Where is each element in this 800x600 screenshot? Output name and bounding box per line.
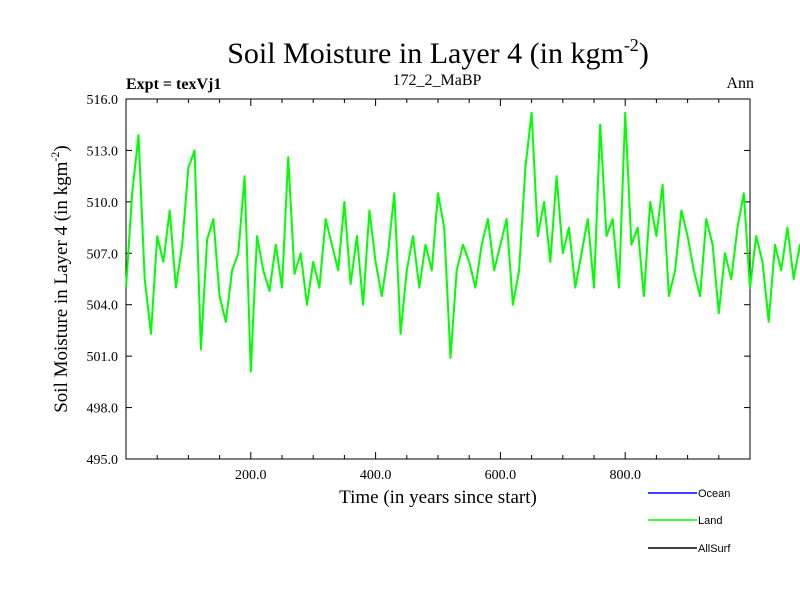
x-tick-label: 800.0 — [609, 468, 641, 483]
x-tick-label: 200.0 — [235, 468, 267, 483]
y-tick-label: 507.0 — [87, 247, 119, 262]
legend: Ocean Land AllSurf — [648, 488, 731, 555]
chart-title-tail: ) — [639, 37, 649, 70]
chart-title-superscript: -2 — [624, 35, 639, 55]
y-tick-label: 513.0 — [87, 144, 119, 159]
y-axis-label: Soil Moisture in Layer 4 (in kgm-2) — [48, 145, 72, 413]
season-label: Ann — [726, 75, 754, 92]
chart-title: Soil Moisture in Layer 4 (in kgm-2) — [227, 35, 649, 70]
y-tick-label: 510.0 — [87, 196, 119, 211]
plot-frame — [125, 98, 751, 460]
legend-label-ocean: Ocean — [698, 488, 730, 500]
y-axis-label-superscript: -2 — [48, 152, 62, 162]
y-axis: 495.0 498.0 501.0 504.0 507.0 510.0 513.0 516.0 — [87, 93, 750, 468]
x-axis: 200.0 400.0 600.0 800.0 — [156, 99, 720, 483]
y-tick-label: 516.0 — [87, 93, 119, 108]
x-axis-label: Time (in years since start) — [339, 487, 537, 508]
y-tick-label: 504.0 — [87, 299, 119, 314]
period-label: 172_2_MaBP — [393, 72, 482, 89]
y-axis-label-main: Soil Moisture in Layer 4 (in kgm — [51, 161, 72, 412]
chart-title-main: Soil Moisture in Layer 4 (in kgm — [227, 37, 624, 70]
y-tick-label: 498.0 — [87, 402, 119, 417]
x-tick-label: 400.0 — [360, 468, 392, 483]
land-series-line — [125, 111, 800, 373]
legend-label-land: Land — [698, 515, 722, 527]
experiment-label: Expt = texVj1 — [126, 76, 221, 93]
y-axis-label-tail: ) — [51, 145, 72, 151]
y-tick-label: 495.0 — [87, 453, 119, 468]
x-tick-label: 600.0 — [485, 468, 517, 483]
plot-area: 495.0 498.0 501.0 504.0 507.0 510.0 513.0 516.0… — [87, 93, 800, 483]
y-tick-label: 501.0 — [87, 350, 119, 365]
legend-label-allsurf: AllSurf — [698, 543, 731, 555]
